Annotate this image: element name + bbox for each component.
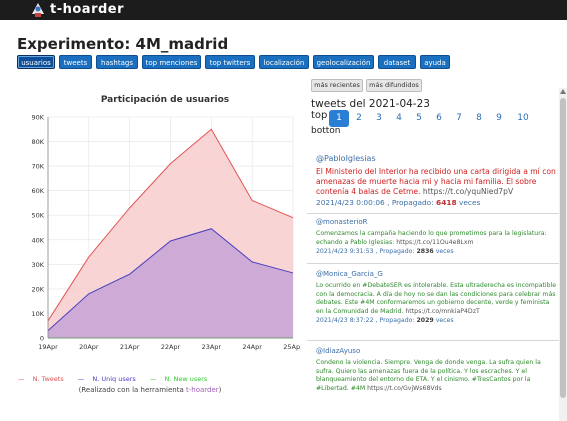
chart-areas bbox=[47, 128, 294, 339]
tweet-text: Lo ocurrido en #DebateSER es intolerable… bbox=[316, 282, 557, 315]
x-tick-label: 19Apr bbox=[38, 343, 58, 351]
credit-line: (Realizado con la herramienta t-hoarder) bbox=[78, 386, 222, 394]
y-tick-label: 70K bbox=[31, 163, 44, 171]
tweet-meta: 2021/4/23 8:37:22 , Propagado: 2029 vece… bbox=[316, 317, 454, 325]
tweet-link[interactable]: https://t.co/GvjWs68Vds bbox=[367, 384, 442, 392]
y-tick-label: 80K bbox=[31, 138, 44, 146]
tweet-link[interactable]: https://t.co/mnkiaP4DzT bbox=[405, 307, 480, 315]
legend-new-users: — N. New users bbox=[149, 375, 208, 383]
chart-axes: 0 10K 20K 30K 40K 50K 60K 70K 80K 90K 19Apr 20Apr 21… bbox=[31, 114, 303, 352]
nav-tweets-button[interactable]: tweets bbox=[59, 55, 92, 69]
tweet-text: Condeno la violencia. Siempre. Venga de … bbox=[316, 359, 541, 392]
y-tick-label: 40K bbox=[31, 236, 44, 244]
nav-localizacion-button[interactable]: localización bbox=[259, 55, 309, 69]
page-5-button[interactable]: 5 bbox=[416, 113, 422, 123]
legend-uniq-users: — N. Uniq users bbox=[77, 375, 136, 383]
sort-popular-button[interactable]: más difundidos bbox=[366, 79, 422, 92]
panel-scrollbar[interactable] bbox=[559, 88, 567, 421]
y-tick-label: 60K bbox=[31, 187, 44, 195]
x-tick-label: 25Apr bbox=[283, 343, 300, 351]
page-9-button[interactable]: 9 bbox=[496, 113, 502, 123]
y-tick-label: 90K bbox=[31, 114, 44, 122]
x-tick-label: 23Apr bbox=[202, 343, 222, 351]
tweet-user[interactable]: @monasterioR bbox=[316, 218, 368, 226]
scroll-thumb[interactable] bbox=[560, 98, 566, 398]
tweet-text: Comenzamos la campaña haciendo lo que pr… bbox=[316, 230, 547, 246]
chart-title: Participación de usuarios bbox=[101, 94, 229, 105]
scroll-up-icon[interactable] bbox=[560, 89, 566, 94]
page-6-button[interactable]: 6 bbox=[436, 113, 442, 123]
nav-top-menciones-button[interactable]: top menciones bbox=[142, 55, 201, 69]
logo-icon bbox=[32, 3, 44, 17]
series-area-n-uniq-users bbox=[48, 228, 293, 338]
top-label[interactable]: top bbox=[311, 110, 328, 121]
tweet-user[interactable]: @PabloIglesias bbox=[316, 154, 376, 163]
tweet-item: @IdiazAyuso Condeno la violencia. Siempr… bbox=[316, 347, 558, 393]
tweet-text: El Ministerio del Interior ha recibido u… bbox=[316, 167, 556, 196]
tweet-item: @PabloIglesias El Ministerio del Interio… bbox=[316, 154, 558, 207]
nav-ayuda-button[interactable]: ayuda bbox=[420, 55, 450, 69]
y-tick-label: 50K bbox=[31, 212, 44, 220]
series-line-n-uniq-users bbox=[47, 228, 294, 332]
tweet-user[interactable]: @IdiazAyuso bbox=[316, 347, 361, 355]
x-tick-label: 22Apr bbox=[161, 343, 181, 351]
y-tick-label: 30K bbox=[31, 261, 44, 269]
participation-chart: Participación de usuarios 0 10K 20K 30K 40K 5… bbox=[0, 88, 303, 388]
tweet-divider bbox=[307, 263, 559, 264]
nav-geolocalizacion-button[interactable]: geolocalización bbox=[313, 55, 374, 69]
tweet-divider bbox=[307, 213, 559, 214]
x-tick-label: 24Apr bbox=[242, 343, 262, 351]
nav-usuarios-button[interactable]: usuarios bbox=[17, 55, 55, 69]
tweets-list[interactable]: @PabloIglesias El Ministerio del Interio… bbox=[307, 142, 559, 416]
page-1-button[interactable]: 1 bbox=[329, 110, 349, 127]
sort-recent-button[interactable]: más recientes bbox=[311, 79, 363, 92]
tweet-meta: 2021/4/23 0:00:06 , Propagado: 6418 vece… bbox=[316, 198, 481, 207]
page-7-button[interactable]: 7 bbox=[456, 113, 462, 123]
page-4-button[interactable]: 4 bbox=[396, 113, 402, 123]
tweet-link[interactable]: https://t.co/yquNied7pV bbox=[422, 187, 514, 196]
x-tick-label: 21Apr bbox=[120, 343, 140, 351]
page-2-button[interactable]: 2 bbox=[356, 113, 362, 123]
page-title: Experimento: 4M_madrid bbox=[17, 35, 229, 53]
legend-tweets: — N. Tweets bbox=[18, 375, 64, 383]
tweet-item: @Monica_Garcia_G Lo ocurrido en #DebateS… bbox=[316, 270, 558, 324]
nav-dataset-button[interactable]: dataset bbox=[378, 55, 416, 69]
nav-hashtags-button[interactable]: hashtags bbox=[96, 55, 138, 69]
tweet-link[interactable]: https://t.co/11Ou4e8Lxm bbox=[396, 238, 474, 246]
x-tick-label: 20Apr bbox=[79, 343, 99, 351]
y-tick-label: 10K bbox=[31, 310, 44, 318]
app-name: t-hoarder bbox=[50, 2, 125, 17]
nav-top-twitters-button[interactable]: top twitters bbox=[205, 55, 255, 69]
tweet-meta: 2021/4/23 9:31:53 , Propagado: 2836 vece… bbox=[316, 248, 454, 256]
y-tick-label: 0 bbox=[40, 335, 44, 343]
top-bar: t-hoarder bbox=[0, 0, 567, 20]
page-8-button[interactable]: 8 bbox=[476, 113, 482, 123]
y-tick-label: 20K bbox=[31, 285, 44, 293]
tweets-date-label: tweets del 2021-04-23 bbox=[311, 98, 430, 110]
bottom-label[interactable]: botton bbox=[311, 126, 341, 136]
tweet-item: @monasterioR Comenzamos la campaña hacie… bbox=[316, 218, 558, 255]
page-10-button[interactable]: 10 bbox=[517, 113, 529, 123]
tweet-divider bbox=[307, 340, 559, 341]
tweet-user[interactable]: @Monica_Garcia_G bbox=[316, 270, 383, 278]
series-line-n-tweets bbox=[47, 128, 294, 322]
chart-svg: Participación de usuarios 0 10K 20K 30K 40K 5… bbox=[31, 94, 303, 352]
chart-legend: — N. Tweets — N. Uniq users — N. New use… bbox=[18, 375, 219, 383]
page-3-button[interactable]: 3 bbox=[376, 113, 382, 123]
credit-tool-link[interactable]: t-hoarder bbox=[185, 386, 219, 394]
